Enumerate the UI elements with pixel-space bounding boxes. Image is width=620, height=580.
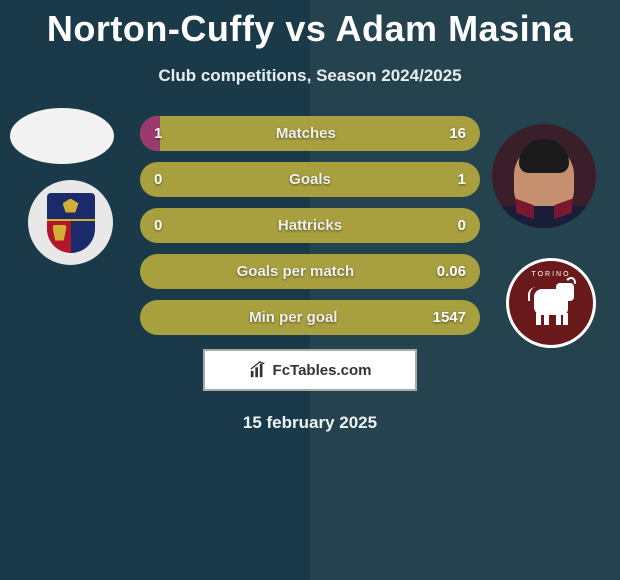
stat-right-value: 0.06 — [437, 263, 466, 280]
stat-label: Min per goal — [249, 309, 337, 326]
stat-row: Goals per match 0.06 — [140, 254, 480, 289]
stats-container: 1 Matches 16 0 Goals 1 0 Hattricks 0 Goa… — [140, 116, 480, 335]
player1-avatar — [10, 108, 114, 164]
stat-row: 0 Hattricks 0 — [140, 208, 480, 243]
stat-row: 1 Matches 16 — [140, 116, 480, 151]
stat-label: Goals — [289, 171, 331, 188]
stat-label: Hattricks — [278, 217, 342, 234]
stat-left-value: 0 — [154, 171, 162, 188]
crest-top — [47, 193, 95, 221]
stat-label: Matches — [276, 125, 336, 142]
stat-row: Min per goal 1547 — [140, 300, 480, 335]
stat-left-value: 1 — [154, 125, 162, 142]
subtitle: Club competitions, Season 2024/2025 — [0, 66, 620, 86]
stat-label: Goals per match — [237, 263, 355, 280]
fctables-watermark: FcTables.com — [203, 349, 417, 391]
crest-bottom — [47, 221, 95, 253]
stat-right-value: 1547 — [433, 309, 466, 326]
stat-left-value: 0 — [154, 217, 162, 234]
stat-right-value: 16 — [449, 125, 466, 142]
player2-avatar — [492, 124, 596, 228]
club1-badge — [28, 180, 113, 265]
stat-right-value: 1 — [458, 171, 466, 188]
stat-right-value: 0 — [458, 217, 466, 234]
club2-bull-icon — [526, 281, 576, 325]
club2-text: TORINO — [509, 271, 593, 278]
club2-badge: TORINO — [506, 258, 596, 348]
fctables-label: FcTables.com — [273, 362, 372, 379]
avatar-hair — [519, 139, 569, 173]
avatar-shirt — [492, 206, 596, 228]
club1-crest — [47, 193, 95, 253]
stat-row: 0 Goals 1 — [140, 162, 480, 197]
snapshot-date: 15 february 2025 — [0, 413, 620, 433]
bar-chart-icon — [249, 361, 267, 379]
page-title: Norton-Cuffy vs Adam Masina — [0, 0, 620, 50]
